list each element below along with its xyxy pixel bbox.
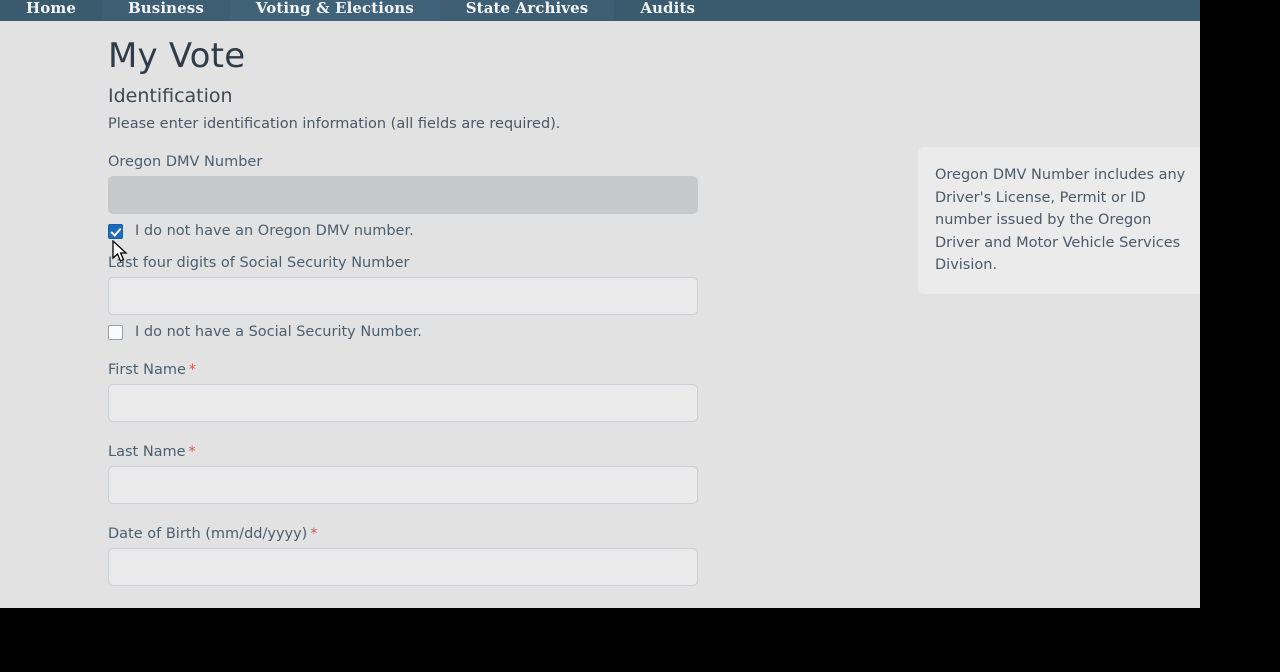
first-name-label-text: First Name (108, 362, 186, 378)
dmv-number-label: Oregon DMV Number (108, 154, 263, 170)
nav-item-voting-elections[interactable]: Voting & Elections (229, 0, 440, 21)
dmv-help-panel: Oregon DMV Number includes any Driver's … (918, 147, 1200, 294)
nav-item-state-archives[interactable]: State Archives (439, 0, 615, 21)
first-name-input[interactable] (108, 384, 698, 422)
last-name-label: Last Name * (108, 444, 698, 460)
field-ssn-last-four: Last four digits of Social Security Numb… (108, 255, 698, 315)
ssn-last-four-label: Last four digits of Social Security Numb… (108, 255, 410, 271)
identification-form: Oregon DMV Number I do not have an Orego… (108, 154, 698, 586)
last-name-input[interactable] (108, 466, 698, 504)
page-content: My Vote Identification Please enter iden… (0, 21, 1200, 608)
field-first-name: First Name * (108, 362, 698, 422)
ssn-no-number-checkbox-label[interactable]: I do not have a Social Security Number. (135, 324, 422, 340)
ssn-no-number-checkbox-row[interactable]: I do not have a Social Security Number. (108, 324, 698, 340)
page-title: My Vote (108, 36, 246, 76)
dmv-no-number-checkbox[interactable] (108, 223, 123, 239)
main-navigation: Home Business Voting & Elections State A… (0, 0, 1200, 21)
date-of-birth-label: Date of Birth (mm/dd/yyyy) * (108, 526, 698, 542)
field-last-name: Last Name * (108, 444, 698, 504)
dmv-no-number-checkbox-label[interactable]: I do not have an Oregon DMV number. (135, 223, 414, 239)
first-name-required-marker: * (188, 362, 196, 378)
date-of-birth-label-text: Date of Birth (mm/dd/yyyy) (108, 526, 308, 542)
date-of-birth-required-marker: * (310, 526, 318, 542)
section-heading: Identification (108, 85, 233, 107)
field-dmv-number: Oregon DMV Number (108, 154, 698, 214)
last-name-label-text: Last Name (108, 444, 186, 460)
dmv-number-input[interactable] (108, 176, 698, 214)
nav-item-audits[interactable]: Audits (640, 0, 696, 17)
section-description: Please enter identification information … (108, 116, 561, 132)
dmv-help-text: Oregon DMV Number includes any Driver's … (935, 167, 1186, 273)
nav-item-home[interactable]: Home (26, 0, 76, 17)
field-date-of-birth: Date of Birth (mm/dd/yyyy) * (108, 526, 698, 586)
date-of-birth-input[interactable] (108, 548, 698, 586)
dmv-no-number-checkbox-row[interactable]: I do not have an Oregon DMV number. (108, 223, 698, 239)
first-name-label: First Name * (108, 362, 698, 378)
nav-item-business[interactable]: Business (102, 0, 230, 21)
last-name-required-marker: * (188, 444, 196, 460)
browser-viewport: Home Business Voting & Elections State A… (0, 0, 1200, 608)
ssn-no-number-checkbox[interactable] (108, 324, 123, 340)
ssn-last-four-input[interactable] (108, 277, 698, 315)
